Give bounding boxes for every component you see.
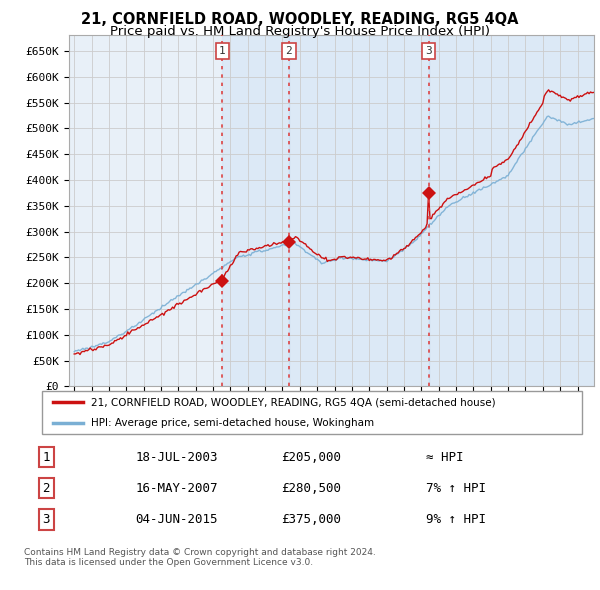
- Text: 9% ↑ HPI: 9% ↑ HPI: [426, 513, 486, 526]
- Text: 18-JUL-2003: 18-JUL-2003: [136, 451, 218, 464]
- Text: 1: 1: [219, 46, 226, 56]
- Bar: [289, 35, 428, 386]
- Text: 3: 3: [43, 513, 50, 526]
- Text: Contains HM Land Registry data © Crown copyright and database right 2024.
This d: Contains HM Land Registry data © Crown c…: [24, 548, 376, 567]
- Text: 04-JUN-2015: 04-JUN-2015: [136, 513, 218, 526]
- Bar: [428, 35, 595, 386]
- Text: £375,000: £375,000: [281, 513, 341, 526]
- Text: 1: 1: [43, 451, 50, 464]
- Text: £205,000: £205,000: [281, 451, 341, 464]
- Text: ≈ HPI: ≈ HPI: [426, 451, 463, 464]
- Text: Price paid vs. HM Land Registry's House Price Index (HPI): Price paid vs. HM Land Registry's House …: [110, 25, 490, 38]
- Bar: [223, 35, 289, 386]
- Text: HPI: Average price, semi-detached house, Wokingham: HPI: Average price, semi-detached house,…: [91, 418, 374, 428]
- Text: £280,500: £280,500: [281, 481, 341, 495]
- Text: 2: 2: [286, 46, 292, 56]
- Text: 2: 2: [43, 481, 50, 495]
- Text: 7% ↑ HPI: 7% ↑ HPI: [426, 481, 486, 495]
- Text: 21, CORNFIELD ROAD, WOODLEY, READING, RG5 4QA (semi-detached house): 21, CORNFIELD ROAD, WOODLEY, READING, RG…: [91, 397, 495, 407]
- FancyBboxPatch shape: [42, 391, 582, 434]
- Text: 16-MAY-2007: 16-MAY-2007: [136, 481, 218, 495]
- Text: 3: 3: [425, 46, 432, 56]
- Text: 21, CORNFIELD ROAD, WOODLEY, READING, RG5 4QA: 21, CORNFIELD ROAD, WOODLEY, READING, RG…: [81, 12, 519, 27]
